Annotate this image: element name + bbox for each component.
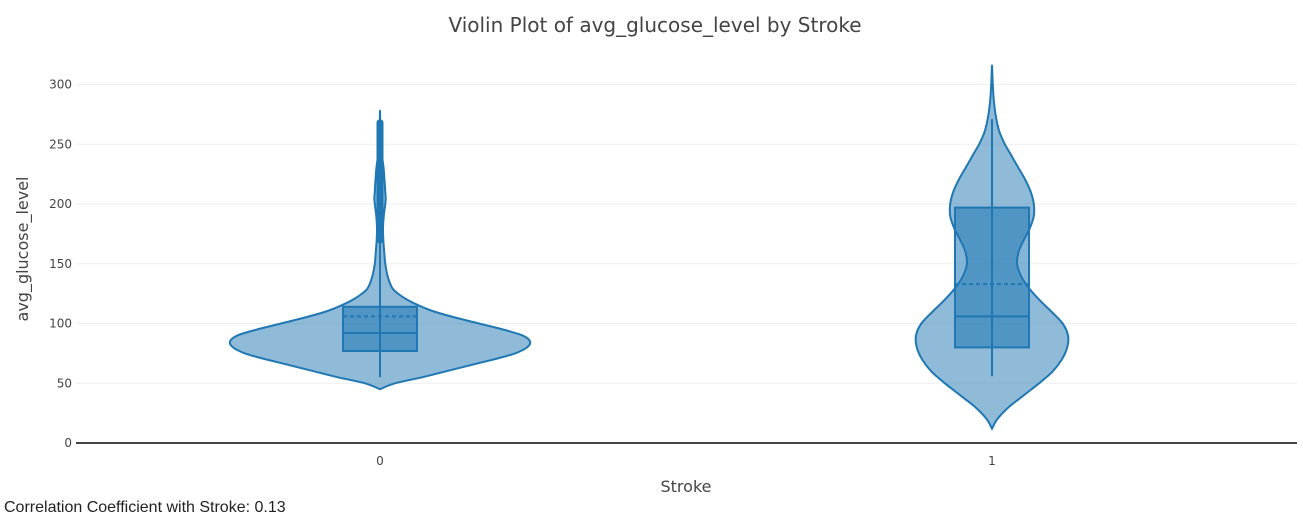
y-tick-label: 100	[49, 317, 72, 331]
y-tick-label: 300	[49, 78, 72, 92]
y-tick-label: 50	[57, 376, 72, 390]
iqr-box	[342, 305, 418, 352]
x-axis-title: Stroke	[661, 477, 712, 496]
x-tick-label: 0	[376, 454, 384, 468]
y-tick-label: 150	[49, 257, 72, 271]
violins	[228, 64, 1070, 431]
x-tick-label: 1	[988, 454, 996, 468]
y-tick-label: 0	[64, 436, 72, 450]
y-tick-label: 250	[49, 137, 72, 151]
iqr-box	[954, 206, 1030, 349]
violin-group-0	[228, 109, 532, 391]
correlation-note: Correlation Coefficient with Stroke: 0.1…	[4, 499, 286, 516]
y-tick-label: 200	[49, 197, 72, 211]
violin-group-1	[914, 64, 1070, 431]
axes: 0 50 100 150 200 250 300 0 1	[49, 78, 1297, 468]
y-axis-title: avg_glucose_level	[13, 177, 33, 322]
chart-title: Violin Plot of avg_glucose_level by Stro…	[448, 13, 861, 37]
